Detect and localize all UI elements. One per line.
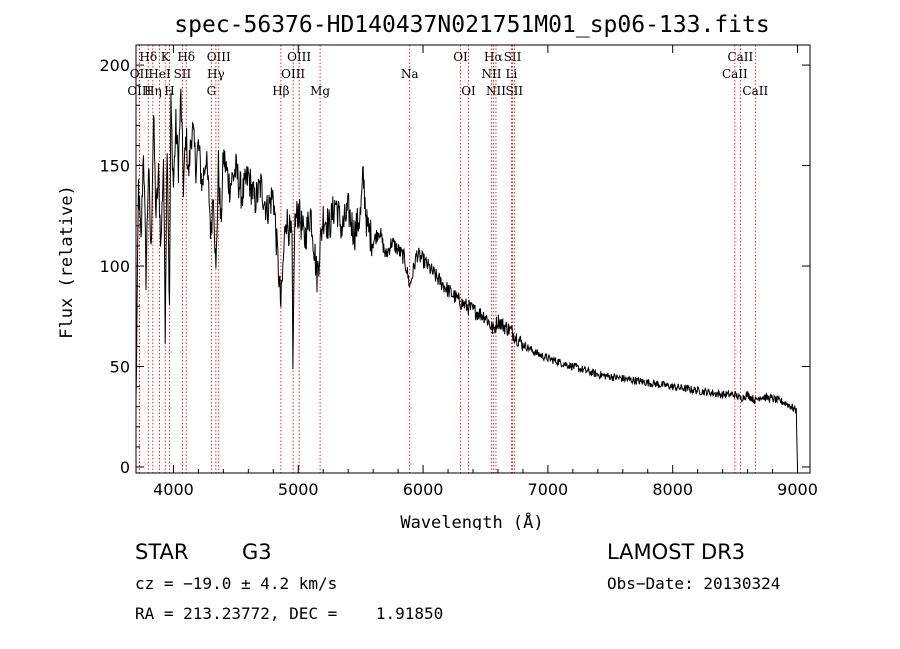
chart-title: spec-56376-HD140437N021751M01_sp06-133.f…	[174, 12, 769, 38]
y-tick-label-100: 100	[99, 257, 130, 276]
line-label-27: CaII	[742, 84, 768, 98]
line-label-24: SII	[505, 84, 523, 98]
survey-name: LAMOST DR3	[607, 540, 746, 564]
line-label-15: Mg	[310, 84, 330, 98]
line-label-11: G	[207, 84, 217, 98]
x-tick-label-6000: 6000	[403, 480, 444, 499]
redshift-cz: cz = −19.0 ± 4.2 km/s	[135, 574, 338, 593]
axis-ticks: 4000 5000 6000 7000 8000 9000 0 50 100 150 200	[99, 45, 818, 499]
y-tick-label-200: 200	[99, 56, 130, 75]
line-label-5: K	[161, 50, 171, 64]
object-class: STAR	[135, 540, 189, 564]
x-tick-label-9000: 9000	[777, 480, 818, 499]
line-label-0: Hδ	[139, 50, 157, 64]
line-label-23: Li	[506, 67, 518, 81]
y-axis-label: Flux (relative)	[57, 185, 77, 339]
line-label-3: Hη	[144, 84, 162, 98]
observation-date: Obs−Date: 20130324	[607, 574, 781, 593]
spectrum-line	[135, 88, 798, 468]
y-tick-label-150: 150	[99, 157, 130, 176]
line-label-12: Hβ	[272, 84, 289, 98]
line-label-14: OIII	[281, 67, 305, 81]
x-axis-label: Wavelength (Å)	[400, 511, 543, 530]
line-label-10: Hγ	[207, 67, 225, 81]
spectrum-series	[135, 88, 798, 468]
spectrum-chart: spec-56376-HD140437N021751M01_sp06-133.f…	[57, 12, 818, 530]
x-tick-label-5000: 5000	[278, 480, 319, 499]
line-label-17: OI	[453, 50, 468, 64]
object-subclass: G3	[242, 540, 272, 564]
line-label-19: Hα	[484, 50, 503, 64]
line-label-18: OI	[461, 84, 476, 98]
line-label-25: CaII	[727, 50, 753, 64]
x-tick-label-8000: 8000	[652, 480, 693, 499]
line-label-2: OIII	[127, 84, 151, 98]
line-label-8: Hδ	[177, 50, 195, 64]
line-label-13: OIII	[287, 50, 311, 64]
x-tick-label-4000: 4000	[153, 480, 194, 499]
plot-frame	[135, 44, 811, 474]
y-tick-label-0: 0	[120, 458, 130, 477]
line-label-4: HeI	[148, 67, 171, 81]
line-label-16: Na	[401, 67, 419, 81]
line-label-22: SII	[504, 50, 522, 64]
line-label-6: H	[164, 84, 174, 98]
coordinates: RA = 213.23772, DEC = 1.91850	[135, 604, 444, 623]
line-label-7: SII	[174, 67, 192, 81]
x-tick-label-7000: 7000	[528, 480, 569, 499]
line-label-20: NII	[481, 67, 501, 81]
line-label-21: NII	[486, 84, 506, 98]
line-label-9: OIII	[207, 50, 231, 64]
line-label-26: CaII	[722, 67, 748, 81]
y-tick-label-50: 50	[110, 358, 130, 377]
